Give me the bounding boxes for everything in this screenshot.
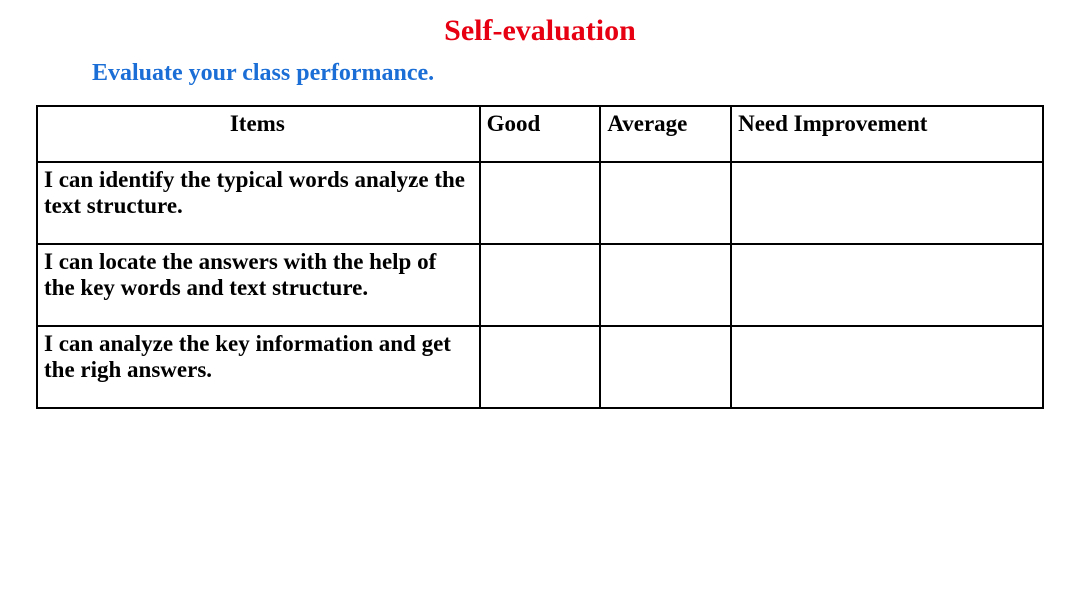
- table-row: I can analyze the key information and ge…: [37, 326, 1043, 408]
- cell-average[interactable]: [600, 244, 731, 326]
- cell-good[interactable]: [480, 244, 601, 326]
- table-row: I can locate the answers with the help o…: [37, 244, 1043, 326]
- cell-average[interactable]: [600, 326, 731, 408]
- cell-item: I can locate the answers with the help o…: [37, 244, 480, 326]
- cell-good[interactable]: [480, 326, 601, 408]
- page-subtitle: Evaluate your class performance.: [92, 60, 1044, 87]
- cell-item: I can analyze the key information and ge…: [37, 326, 480, 408]
- cell-need[interactable]: [731, 244, 1043, 326]
- col-header-items: Items: [37, 106, 480, 162]
- table-row: I can identify the typical words analyze…: [37, 162, 1043, 244]
- cell-item: I can identify the typical words analyze…: [37, 162, 480, 244]
- col-header-average: Average: [600, 106, 731, 162]
- cell-need[interactable]: [731, 326, 1043, 408]
- cell-need[interactable]: [731, 162, 1043, 244]
- col-header-need: Need Improvement: [731, 106, 1043, 162]
- table-header-row: Items Good Average Need Improvement: [37, 106, 1043, 162]
- cell-average[interactable]: [600, 162, 731, 244]
- cell-good[interactable]: [480, 162, 601, 244]
- evaluation-table: Items Good Average Need Improvement I ca…: [36, 105, 1044, 409]
- col-header-good: Good: [480, 106, 601, 162]
- page-title: Self-evaluation: [36, 14, 1044, 48]
